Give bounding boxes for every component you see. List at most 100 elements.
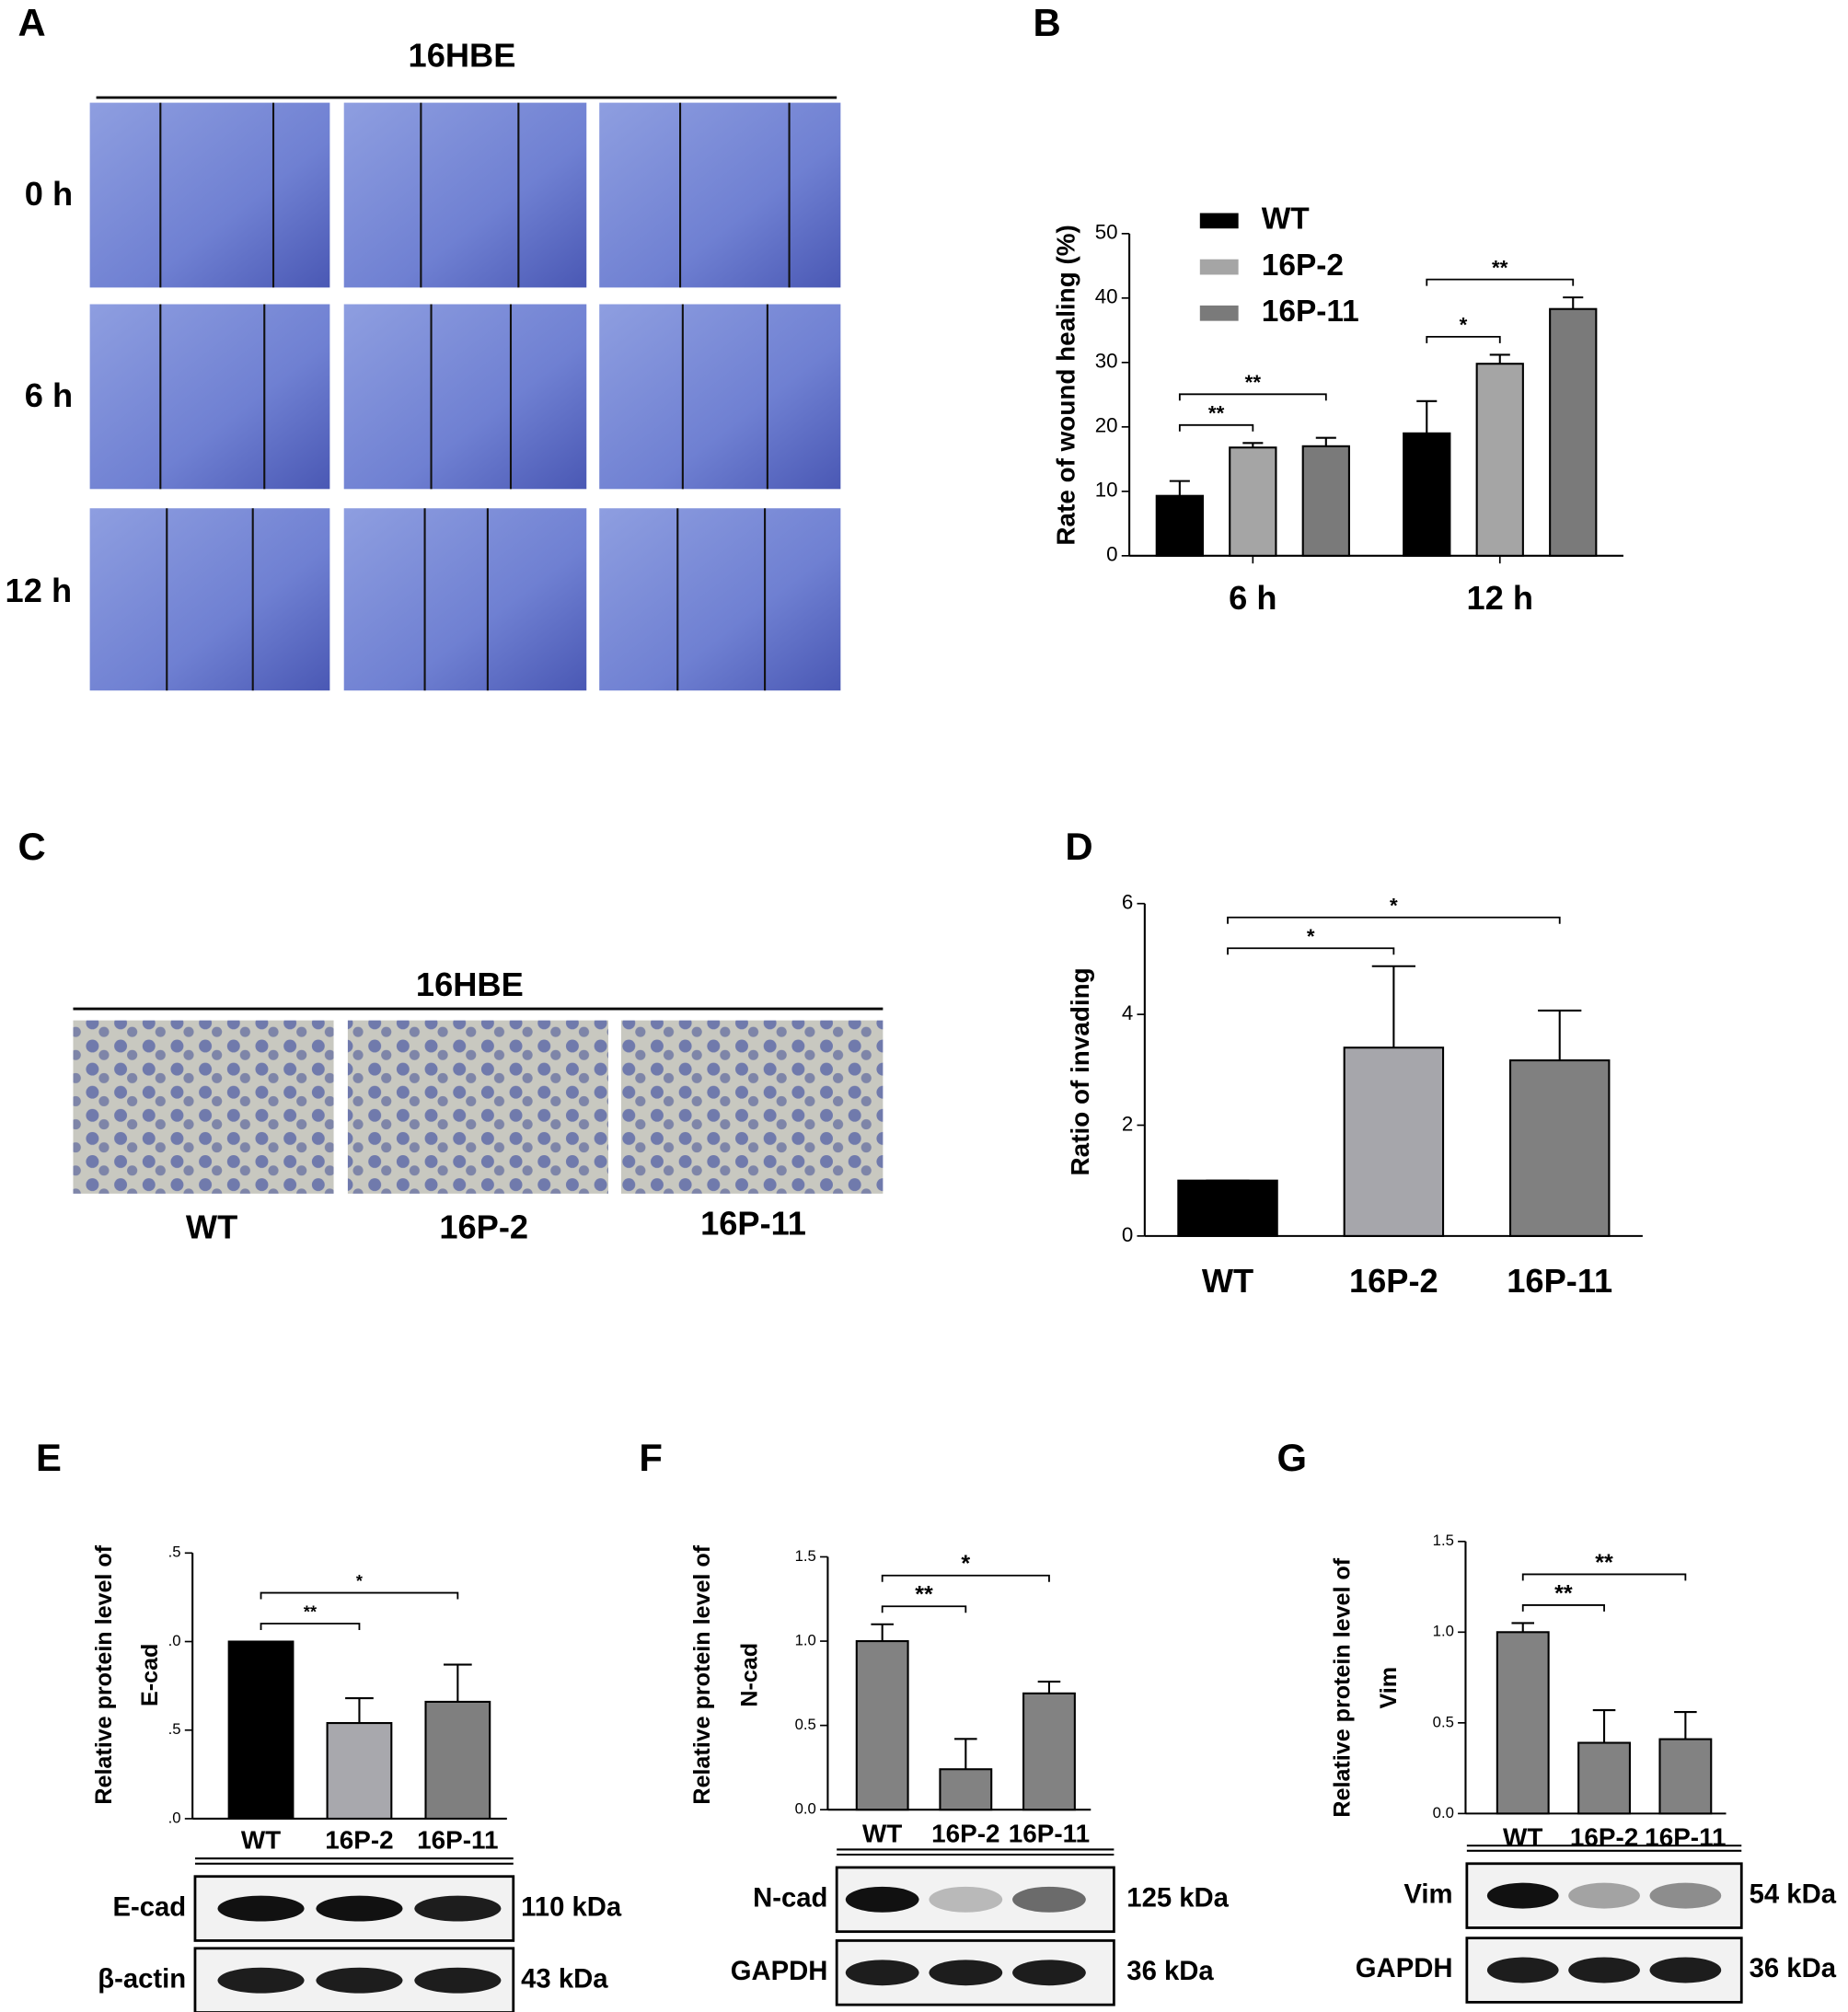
significance-bracket xyxy=(881,1574,1050,1582)
significance-bracket xyxy=(1227,947,1395,955)
wound-image xyxy=(599,508,841,691)
x-tick-label: 16P-2 xyxy=(931,1819,999,1847)
error-bar xyxy=(1416,399,1438,434)
significance-label: ** xyxy=(304,1603,318,1622)
y-tick-label: .5 xyxy=(168,1544,181,1561)
blot-protein: GAPDH xyxy=(1356,1953,1453,1983)
y-axis-label: Ratio of invading xyxy=(1066,967,1094,1175)
y-tick-label: 50 xyxy=(1095,221,1118,244)
y-axis-label: Relative protein level of xyxy=(1330,1557,1356,1817)
blot-band xyxy=(1486,1957,1559,1983)
bar xyxy=(424,1700,491,1821)
image-label: WT xyxy=(186,1208,237,1245)
error-bar xyxy=(1489,353,1510,364)
error-bar xyxy=(444,1663,472,1702)
x-tick-label: WT xyxy=(862,1819,902,1847)
row-label: 12 h xyxy=(6,572,73,609)
blot-size: 36 kDa xyxy=(1126,1956,1214,1986)
error-bar xyxy=(1371,965,1415,1048)
significance-label: ** xyxy=(1595,1550,1613,1576)
x-tick-label: 16P-11 xyxy=(1507,1262,1612,1300)
panel-label: B xyxy=(1034,1,1061,44)
legend-swatch xyxy=(1199,259,1239,275)
y-tick-label: 6 xyxy=(1122,891,1133,914)
significance-label: * xyxy=(1460,314,1468,337)
blot-protein: E-cad xyxy=(112,1891,186,1922)
blot-size: 125 kDa xyxy=(1126,1883,1229,1914)
x-tick-label: 16P-11 xyxy=(1009,1819,1090,1847)
bar xyxy=(1022,1692,1076,1811)
significance-bracket xyxy=(1521,1573,1687,1581)
y-tick-label: 1.5 xyxy=(795,1547,816,1565)
blot-protein: β-actin xyxy=(98,1963,186,1994)
bar xyxy=(1475,363,1524,557)
blot-band xyxy=(1486,1882,1559,1909)
significance-label: ** xyxy=(1492,256,1508,279)
panel-title: 16HBE xyxy=(416,966,524,1003)
blot-size: 36 kDa xyxy=(1750,1953,1837,1983)
error-bar xyxy=(1563,296,1584,309)
x-tick-label: WT xyxy=(1202,1262,1253,1300)
y-axis-label: E-cad xyxy=(137,1644,163,1706)
blot-band xyxy=(414,1967,502,1994)
significance-bracket xyxy=(1178,423,1254,432)
blot-band xyxy=(845,1960,919,1986)
invasion-image xyxy=(620,1020,884,1194)
blot-band xyxy=(1649,1882,1722,1909)
blot-protein: Vim xyxy=(1403,1879,1452,1909)
bar xyxy=(939,1768,993,1811)
significance-bracket xyxy=(1227,916,1561,924)
y-tick-label: 40 xyxy=(1095,285,1118,308)
blot-band xyxy=(929,1960,1003,1986)
y-tick-label: 0.5 xyxy=(1433,1713,1454,1730)
bar xyxy=(1229,446,1277,557)
significance-label: ** xyxy=(915,1582,933,1608)
significance-bracket xyxy=(1426,335,1501,343)
legend-label: WT xyxy=(1262,202,1311,237)
blot-size: 43 kDa xyxy=(521,1963,608,1994)
blot-band xyxy=(845,1886,919,1913)
y-tick-label: 0.5 xyxy=(795,1716,816,1733)
row-label: 0 h xyxy=(25,175,73,213)
y-tick-label: 1.5 xyxy=(1433,1532,1454,1549)
wound-image xyxy=(343,304,587,490)
significance-bracket xyxy=(1426,278,1575,286)
blot-band xyxy=(929,1886,1003,1913)
blot-band xyxy=(1012,1886,1086,1913)
x-tick-label: 16P-2 xyxy=(1570,1823,1638,1852)
blot-band xyxy=(1649,1957,1722,1983)
error-bar xyxy=(1592,1709,1616,1743)
wound-image xyxy=(89,304,330,490)
image-label: 16P-2 xyxy=(439,1208,528,1245)
wound-image xyxy=(89,508,330,691)
error-bar xyxy=(1511,1622,1535,1633)
bar xyxy=(1658,1738,1713,1815)
wound-image xyxy=(343,508,587,691)
x-tick-label: 16P-2 xyxy=(325,1825,393,1854)
blot-band xyxy=(1568,1957,1640,1983)
significance-label: * xyxy=(1307,925,1315,948)
panel-title: 16HBE xyxy=(409,36,516,74)
bar xyxy=(1496,1631,1550,1815)
wound-image xyxy=(599,102,841,288)
x-tick-label: 6 h xyxy=(1229,579,1276,617)
y-axis-label: Relative protein level of xyxy=(689,1544,715,1804)
y-tick-label: 30 xyxy=(1095,350,1118,373)
error-bar xyxy=(954,1738,977,1770)
blot-size: 54 kDa xyxy=(1750,1879,1837,1909)
panel-label: C xyxy=(18,825,46,868)
x-tick-label: WT xyxy=(241,1825,281,1854)
significance-label: ** xyxy=(1554,1580,1573,1606)
panel-label: A xyxy=(18,1,46,44)
wound-image xyxy=(599,304,841,490)
x-tick-label: 16P-11 xyxy=(1645,1823,1726,1852)
y-tick-label: .0 xyxy=(168,1809,181,1826)
y-axis-label: Rate of wound healing (%) xyxy=(1052,225,1080,545)
y-tick-label: 10 xyxy=(1095,479,1118,502)
y-tick-label: 1.0 xyxy=(1433,1623,1454,1640)
blot-band xyxy=(217,1967,305,1994)
wound-image xyxy=(343,102,587,288)
x-tick-label: 16P-11 xyxy=(417,1825,498,1854)
significance-label: ** xyxy=(1208,402,1225,425)
x-tick-label: 12 h xyxy=(1466,579,1533,617)
